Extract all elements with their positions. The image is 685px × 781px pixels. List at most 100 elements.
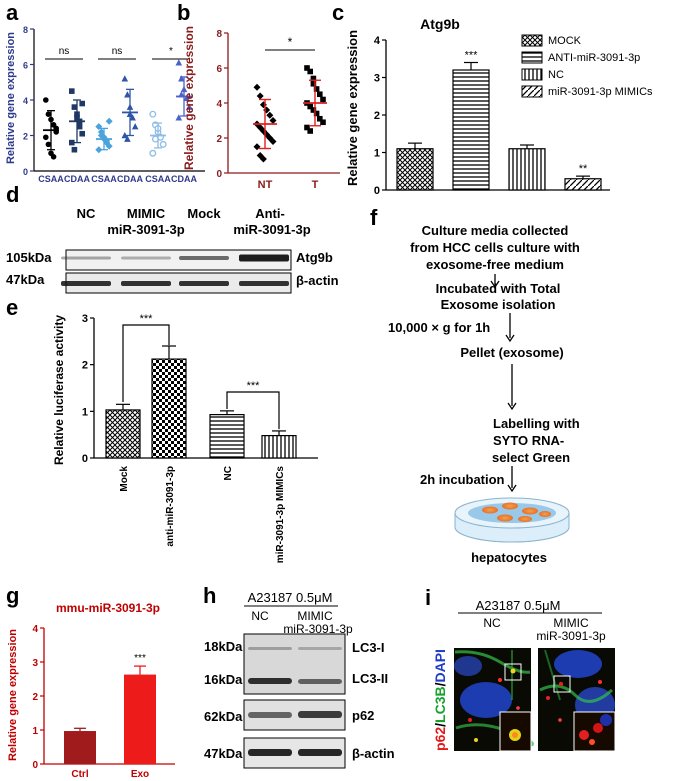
d-lane-2a: MIMIC (127, 206, 166, 221)
i-image-mimic (538, 648, 616, 752)
b-point (313, 86, 320, 92)
e-bar (105, 409, 141, 459)
d-band-atg9b (121, 256, 171, 260)
e-xtick-label: anti-miR-3091-3p (165, 466, 176, 547)
c-legend-swatch (521, 85, 543, 98)
a-ytick-label: 8 (23, 25, 28, 35)
b-point (317, 115, 323, 122)
g-bar (124, 674, 156, 764)
g-ytick-label: 3 (32, 658, 38, 669)
c-legend-swatch (521, 51, 543, 64)
a-point (76, 123, 83, 130)
panel-label-g: g (6, 583, 19, 608)
c-bar (564, 178, 602, 191)
e-bar (151, 358, 187, 459)
c-bar (508, 148, 546, 191)
g-bar (64, 731, 96, 764)
h-band-p62 (298, 711, 342, 718)
d-band-atg9b (179, 256, 229, 260)
i-condition: A23187 0.5μM (476, 598, 561, 613)
b-ytick-label: 2 (216, 134, 222, 145)
d-band-actin (179, 281, 229, 286)
c-sig-label: ** (579, 163, 588, 175)
a-point (121, 132, 129, 139)
a-point (149, 110, 157, 118)
g-ytick-label: 1 (32, 726, 38, 737)
i-lane-2b: miR-3091-3p (536, 629, 606, 643)
c-ytick-label: 0 (374, 185, 380, 197)
d-band-atg9b (239, 254, 289, 262)
c-bar (396, 148, 434, 191)
b-ytick-label: 0 (216, 169, 222, 180)
panel-label-a: a (6, 0, 19, 25)
f-step-9: SYTO RNA- (493, 433, 564, 448)
a-point (69, 88, 75, 94)
a-point (124, 91, 131, 98)
c-legend-label: NC (548, 69, 564, 81)
h-protein-1: LC3-I (352, 640, 385, 655)
g-sig-label: *** (134, 653, 146, 664)
h-band-actin (248, 749, 292, 756)
b-point (253, 143, 261, 151)
b-ytick-label: 4 (216, 99, 222, 110)
e-bar (261, 435, 297, 459)
c-legend-swatch (521, 68, 543, 81)
d-size-2: 47kDa (6, 272, 45, 287)
g-title: mmu-miR-3091-3p (56, 601, 160, 615)
e-sig-label: *** (140, 313, 154, 325)
b-point (317, 91, 323, 98)
panel-label-f: f (370, 205, 378, 230)
c-title: Atg9b (420, 16, 460, 32)
f-step-8: Labelling with (493, 416, 580, 431)
h-condition: A23187 0.5μM (248, 590, 333, 605)
h-band-p62 (248, 712, 292, 718)
h-blot-lc3 (243, 633, 346, 695)
b-point (253, 83, 261, 91)
a-xtick-label: CDAA (64, 174, 90, 184)
panel-f-flow: Culture media collected from HCC cells c… (388, 223, 580, 565)
a-point (105, 142, 113, 150)
i-image-nc (454, 648, 534, 752)
a-ytick-label: 2 (23, 132, 28, 142)
a-point (149, 149, 157, 157)
a-point (175, 59, 183, 66)
d-lane-2b: miR-3091-3p (107, 222, 184, 237)
g-ytick-label: 0 (32, 760, 38, 771)
d-band-actin (121, 281, 171, 286)
b-point (304, 65, 310, 71)
d-band-actin (239, 281, 289, 286)
a-point (124, 135, 131, 142)
c-ylabel: Relative gene expression (345, 30, 360, 186)
a-point (45, 111, 52, 117)
f-step-3: exosome-free medium (426, 257, 564, 272)
g-xtick-label: Ctrl (71, 769, 88, 780)
a-point (69, 139, 75, 146)
h-size-4: 47kDa (204, 746, 243, 761)
c-bar (452, 69, 490, 191)
a-point (95, 146, 103, 154)
f-arrow-2 (505, 334, 515, 343)
c-legend-label: ANTI-miR-3091-3p (548, 52, 640, 64)
a-point (45, 141, 52, 148)
f-step-2: from HCC cells culture with (410, 240, 580, 255)
f-step-4: Incubated with Total (436, 281, 561, 296)
c-sig-label: *** (465, 50, 479, 62)
b-point (310, 107, 317, 113)
d-lane-3: Mock (187, 206, 221, 221)
panel-i-microscopy: A23187 0.5μM NC MIMIC miR-3091-3p p62/LC… (432, 598, 616, 752)
panel-label-c: c (332, 0, 344, 25)
e-ytick-label: 2 (82, 360, 88, 372)
a-point (129, 114, 136, 121)
c-legend-swatch (521, 34, 543, 47)
e-ytick-label: 1 (82, 406, 88, 418)
h-band-lc3ii (248, 678, 292, 684)
e-ytick-label: 0 (82, 453, 88, 465)
e-sig-bracket (226, 391, 280, 430)
d-blot-atg9b (65, 249, 292, 271)
panel-label-e: e (6, 295, 18, 320)
a-xtick-label: CDAA (117, 174, 143, 184)
f-step-1: Culture media collected (422, 223, 569, 238)
b-point (310, 75, 317, 82)
b-ytick-label: 6 (216, 64, 222, 75)
